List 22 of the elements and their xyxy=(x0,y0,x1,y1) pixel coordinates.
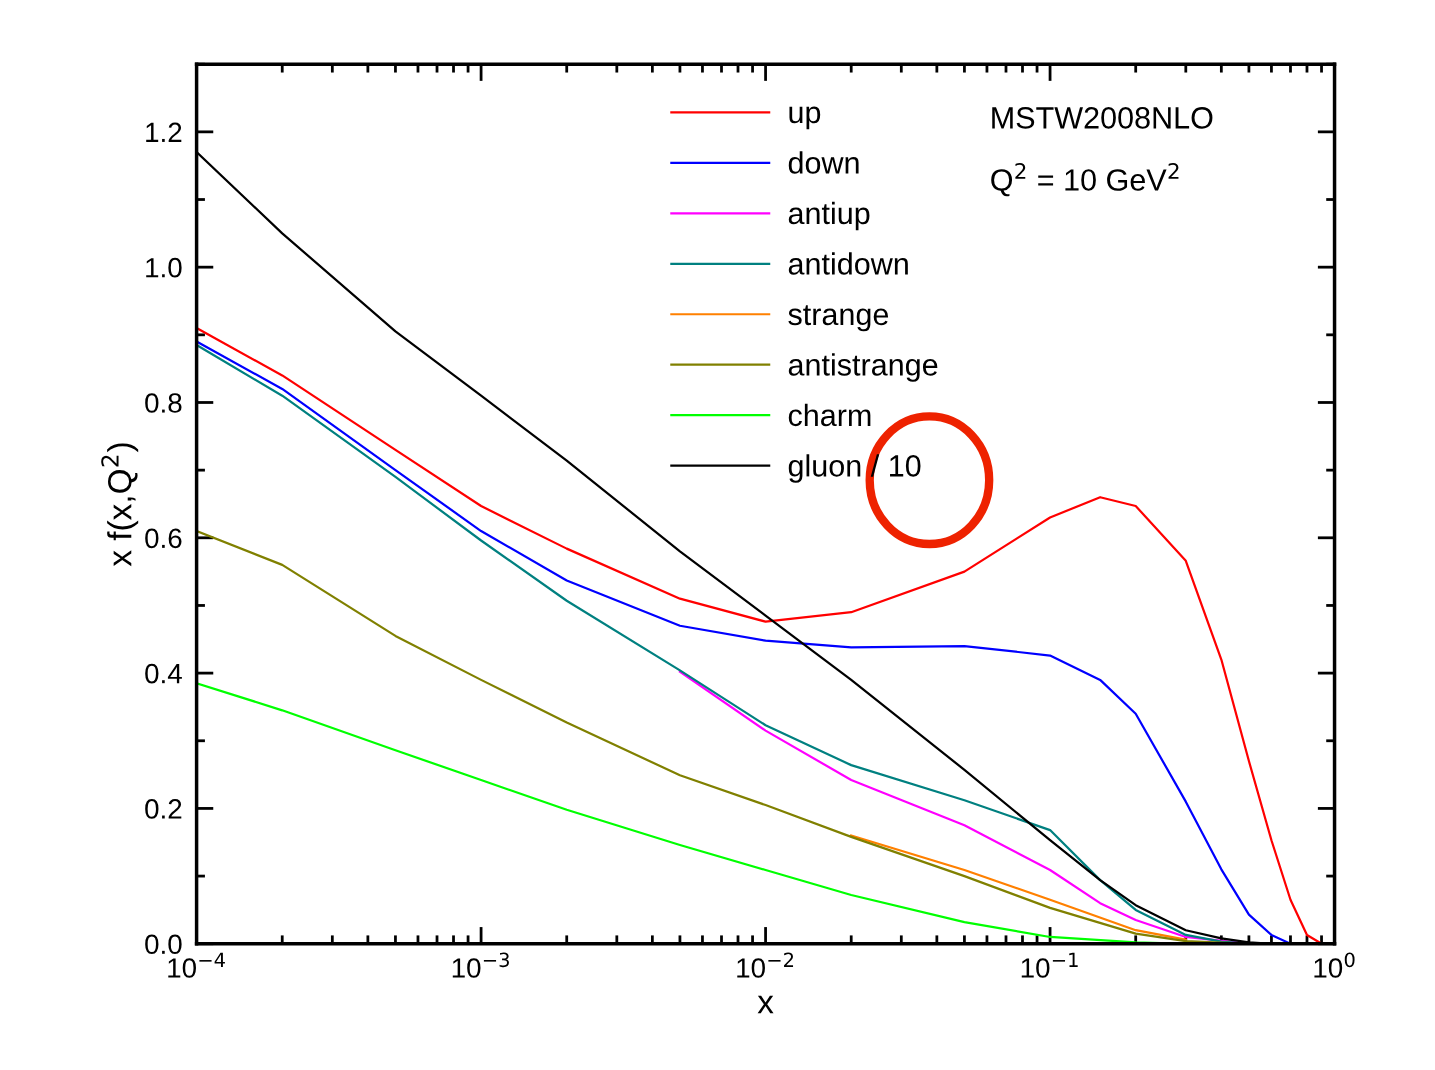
legend-label: antistrange xyxy=(788,353,938,382)
legend-label: up xyxy=(789,106,821,130)
y-tick-label: 0.2 xyxy=(145,799,182,819)
x-tick-label: 10$^{−3}$ xyxy=(452,952,509,978)
annotation: Q$^{2}$ = 10 GeV$^{2}$ xyxy=(991,162,1179,197)
x-tick-label: 10$^{0}$ xyxy=(1314,952,1355,978)
x-tick-label: 10$^{−1}$ xyxy=(1021,952,1078,978)
legend-label: strange xyxy=(788,305,889,332)
y-tick-label: 1.2 xyxy=(146,122,182,142)
legend-label: antiup xyxy=(788,201,870,231)
y-tick-label: 0.0 xyxy=(145,934,182,955)
y-tick-label: 0.4 xyxy=(145,663,182,684)
y-tick-label: 1.0 xyxy=(146,257,182,278)
y-tick-label: 0.6 xyxy=(145,528,182,549)
x-axis-title: x xyxy=(757,995,774,1014)
legend-label: down xyxy=(788,151,859,174)
y-tick-label: 0.8 xyxy=(145,393,182,413)
x-tick-label: 10$^{−2}$ xyxy=(737,952,794,978)
legend-label: charm xyxy=(788,403,871,427)
legend-label: antidown xyxy=(788,252,908,275)
annotation: MSTW2008NLO xyxy=(992,107,1213,129)
y-axis-title: x f(x,Q$^{2}$) xyxy=(101,443,139,567)
